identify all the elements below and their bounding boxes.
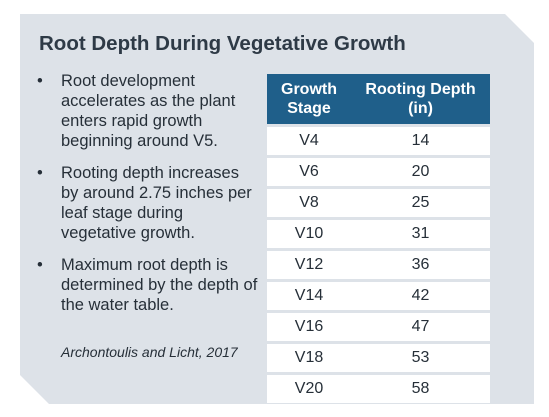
depth-cell: 36 [351, 248, 490, 281]
depth-cell: 25 [351, 186, 490, 219]
table-row: V12 36 [267, 248, 490, 281]
stage-cell: V18 [267, 341, 351, 374]
bullet-item: • Maximum root depth is determined by th… [37, 255, 259, 315]
depth-cell: 47 [351, 310, 490, 343]
stage-cell: V4 [267, 124, 351, 157]
depth-cell: 14 [351, 124, 490, 157]
table-row: V4 14 [267, 124, 490, 157]
table-row: V6 20 [267, 155, 490, 188]
table-row: V16 47 [267, 310, 490, 343]
header-rooting-depth: Rooting Depth (in) [351, 74, 490, 126]
table-row: V18 53 [267, 341, 490, 374]
depth-cell: 58 [351, 372, 490, 403]
citation: Archontoulis and Licht, 2017 [61, 344, 238, 360]
bullet-item: • Root development accelerates as the pl… [37, 71, 259, 151]
table-row: V8 25 [267, 186, 490, 219]
table-row: V20 58 [267, 372, 490, 403]
stage-cell: V10 [267, 217, 351, 250]
stage-cell: V12 [267, 248, 351, 281]
depth-cell: 53 [351, 341, 490, 374]
stage-cell: V20 [267, 372, 351, 403]
depth-cell: 20 [351, 155, 490, 188]
rooting-depth-table: Growth Stage Rooting Depth (in) V4 14 V6 2… [267, 74, 490, 403]
depth-cell: 31 [351, 217, 490, 250]
table-row: V14 42 [267, 279, 490, 312]
stage-cell: V14 [267, 279, 351, 312]
stage-cell: V16 [267, 310, 351, 343]
bullet-dot: • [37, 256, 43, 274]
table-header-row: Growth Stage Rooting Depth (in) [267, 74, 490, 126]
bullet-text: Rooting depth increases by around 2.75 i… [61, 164, 252, 242]
stage-cell: V8 [267, 186, 351, 219]
bullet-item: • Rooting depth increases by around 2.75… [37, 163, 259, 243]
table-row: V10 31 [267, 217, 490, 250]
stage-cell: V6 [267, 155, 351, 188]
bullet-list: • Root development accelerates as the pl… [37, 71, 259, 327]
bullet-dot: • [37, 72, 43, 90]
panel-title: Root Depth During Vegetative Growth [39, 32, 406, 55]
bullet-dot: • [37, 164, 43, 182]
bullet-text: Maximum root depth is determined by the … [61, 256, 258, 314]
bullet-text: Root development accelerates as the plan… [61, 72, 236, 150]
depth-cell: 42 [351, 279, 490, 312]
header-growth-stage: Growth Stage [267, 74, 351, 126]
